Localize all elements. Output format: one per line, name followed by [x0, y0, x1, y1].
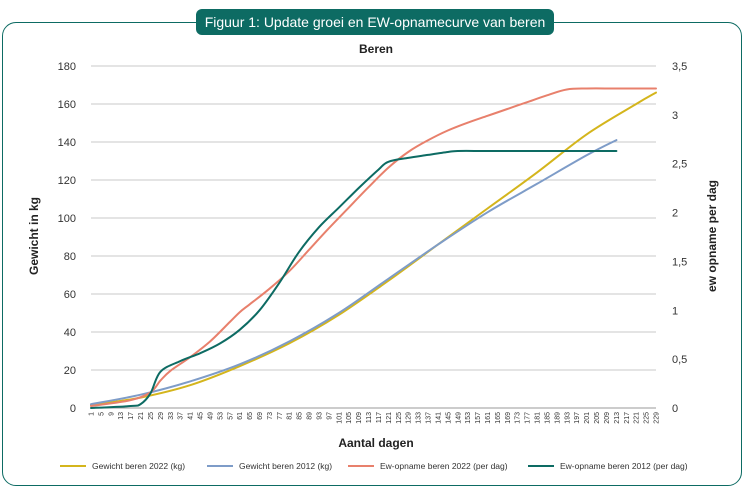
x-tick-label: 41 [188, 412, 195, 420]
x-tick-label: 185 [544, 412, 551, 424]
grid [91, 65, 656, 409]
y2-tick-label: 3,5 [672, 61, 687, 73]
y2-tick-label: 1 [672, 305, 678, 317]
x-tick-label: 49 [207, 412, 214, 420]
y-tick-label: 40 [64, 327, 76, 339]
x-tick-label: 57 [227, 412, 234, 420]
x-tick-label: 85 [297, 412, 304, 420]
x-tick-label: 113 [366, 412, 373, 423]
x-tick-label: 117 [376, 412, 383, 423]
x-tick-label: 21 [138, 412, 145, 420]
x-tick-label: 61 [237, 412, 244, 420]
x-tick-label: 5 [98, 412, 105, 416]
series-line-3 [90, 87, 657, 407]
series-lines [90, 87, 657, 409]
series-line-2 [90, 139, 618, 406]
left-axis-ticks: 0 20 40 60 80 100 120 140 160 180 [58, 61, 76, 415]
x-tick-label: 165 [495, 412, 502, 424]
y-tick-label: 100 [58, 213, 76, 225]
y-tick-label: 160 [58, 99, 76, 111]
y2-tick-label: 0 [672, 403, 678, 415]
x-tick-label: 201 [584, 412, 591, 424]
y2-tick-label: 1,5 [672, 256, 687, 268]
series-line-1 [90, 91, 657, 407]
x-tick-label: 197 [574, 412, 581, 424]
x-tick-label: 173 [515, 412, 522, 424]
y-tick-label: 140 [58, 137, 76, 149]
x-tick-label: 121 [386, 412, 393, 424]
x-tick-label: 125 [396, 412, 403, 424]
y2-tick-label: 0,5 [672, 354, 687, 366]
x-tick-label: 97 [326, 412, 333, 420]
x-tick-label: 109 [356, 412, 363, 424]
x-tick-label: 65 [247, 412, 254, 420]
x-tick-label: 133 [416, 412, 423, 424]
x-tick-label: 189 [554, 412, 561, 424]
x-tick-label: 89 [307, 412, 314, 420]
x-tick-label: 221 [634, 412, 641, 424]
y-tick-label: 80 [64, 251, 76, 263]
chart-title: Beren [359, 42, 393, 56]
x-tick-label: 169 [505, 412, 512, 424]
x-tick-label: 105 [346, 412, 353, 424]
x-tick-label: 229 [654, 412, 661, 424]
right-axis-ticks: 0 0,5 1 1,5 2 2,5 3 3,5 [672, 61, 687, 415]
x-tick-label: 157 [475, 412, 482, 424]
x-axis-title: Aantal dagen [338, 436, 413, 450]
series-line-4 [90, 149, 618, 409]
x-tick-label: 17 [128, 412, 135, 420]
legend: Gewicht beren 2022 (kg) Gewicht beren 201… [60, 461, 688, 471]
x-tick-label: 137 [426, 412, 433, 424]
y-tick-label: 120 [58, 175, 76, 187]
x-tick-label: 217 [624, 412, 631, 424]
x-tick-label: 53 [217, 412, 224, 420]
x-tick-label: 73 [267, 412, 274, 420]
x-tick-label: 145 [445, 412, 452, 424]
x-tick-label: 177 [525, 412, 532, 424]
y2-axis-title: ew opname per dag [705, 180, 719, 292]
x-tick-label: 225 [644, 412, 651, 424]
x-tick-label: 213 [614, 412, 621, 424]
x-tick-label: 101 [336, 412, 343, 424]
y2-tick-label: 2 [672, 208, 678, 220]
x-tick-label: 193 [564, 412, 571, 424]
x-tick-label: 81 [287, 412, 294, 420]
x-axis-ticks: 1 5 9 13 17 21 25 29 33 37 41 45 49 53 57 61 65 69 73 77 81 8… [89, 412, 661, 424]
x-tick-label: 69 [257, 412, 264, 420]
y-tick-label: 20 [64, 365, 76, 377]
x-tick-label: 141 [435, 412, 442, 424]
x-tick-label: 13 [118, 412, 125, 420]
legend-label: Gewicht beren 2012 (kg) [239, 461, 332, 471]
y2-tick-label: 2,5 [672, 159, 687, 171]
x-tick-label: 29 [158, 412, 165, 420]
x-tick-label: 205 [594, 412, 601, 424]
x-tick-label: 33 [168, 412, 175, 420]
legend-label: Gewicht beren 2022 (kg) [92, 461, 185, 471]
figure-title-banner: Figuur 1: Update groei en EW-opnamecurve… [196, 9, 554, 35]
legend-label: Ew-opname beren 2022 (per dag) [380, 461, 508, 471]
x-tick-label: 129 [406, 412, 413, 424]
x-tick-label: 25 [148, 412, 155, 420]
x-tick-label: 1 [89, 412, 96, 416]
x-tick-label: 149 [455, 412, 462, 424]
x-tick-label: 9 [108, 412, 115, 416]
y-tick-label: 0 [70, 403, 76, 415]
x-tick-label: 181 [535, 412, 542, 424]
x-tick-label: 153 [465, 412, 472, 424]
x-tick-label: 209 [604, 412, 611, 424]
y-tick-label: 60 [64, 289, 76, 301]
x-tick-label: 37 [178, 412, 185, 420]
y-axis-title: Gewicht in kg [27, 197, 41, 275]
legend-label: Ew-opname beren 2012 (per dag) [560, 461, 688, 471]
y-tick-label: 180 [58, 61, 76, 73]
y2-tick-label: 3 [672, 110, 678, 122]
x-tick-label: 45 [198, 412, 205, 420]
x-tick-label: 93 [316, 412, 323, 420]
x-tick-label: 161 [485, 412, 492, 424]
x-tick-label: 77 [277, 412, 284, 420]
